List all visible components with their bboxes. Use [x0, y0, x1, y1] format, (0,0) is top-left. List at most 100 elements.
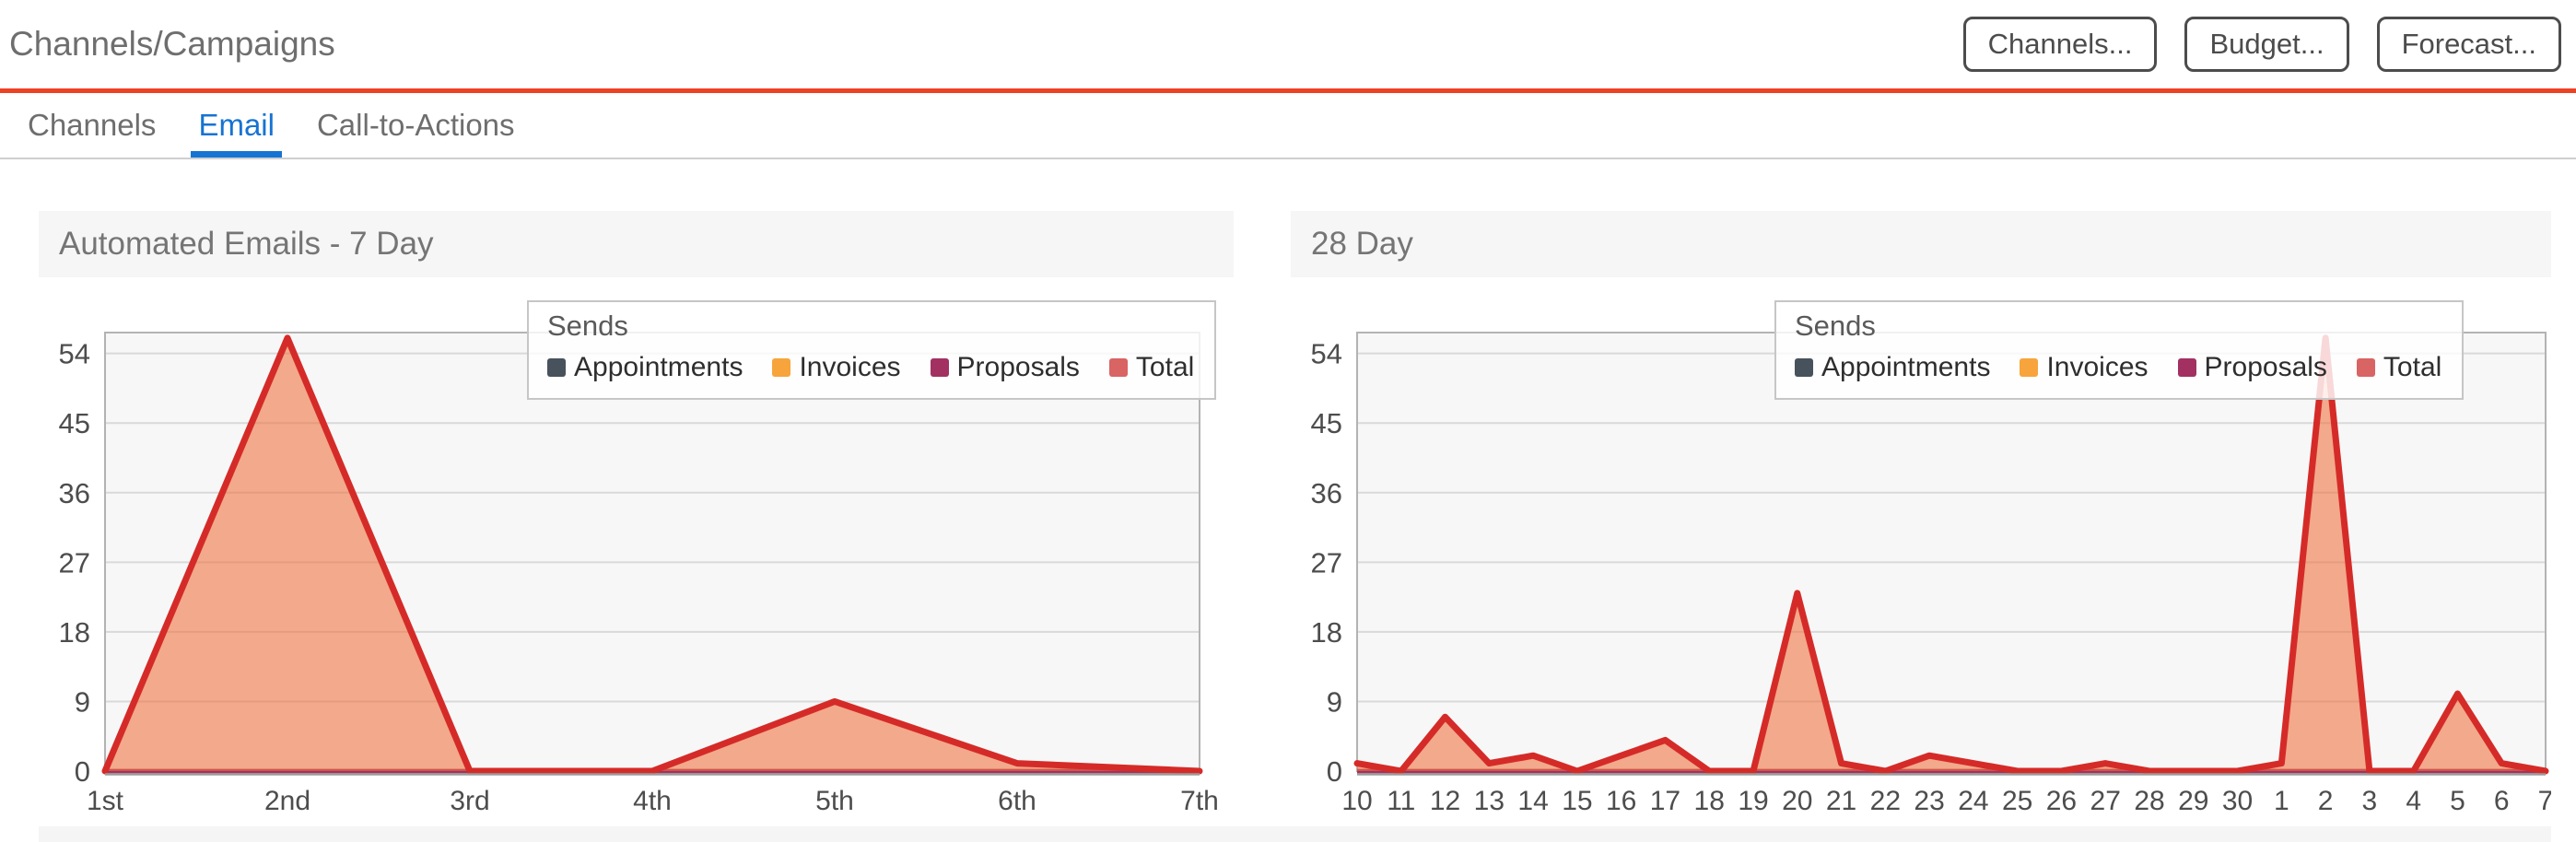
legend-item-total[interactable]: Total — [2356, 352, 2442, 383]
svg-text:5: 5 — [2450, 786, 2465, 816]
legend-label: Appointments — [1821, 352, 1991, 382]
next-section-bar — [39, 826, 2551, 842]
legend-swatch-invoices — [772, 358, 791, 377]
legend-label: Invoices — [799, 352, 901, 382]
tab-call-to-actions[interactable]: Call-to-Actions — [316, 108, 515, 142]
header-divider — [0, 88, 2576, 93]
svg-text:27: 27 — [2090, 786, 2121, 816]
svg-text:1: 1 — [2274, 786, 2289, 816]
legend-label: Total — [2383, 352, 2442, 382]
svg-text:54: 54 — [1311, 338, 1342, 370]
svg-text:19: 19 — [1738, 786, 1768, 816]
legend-7day: Sends Appointments Invoices Proposals Total — [527, 300, 1217, 400]
legend-item-proposals[interactable]: Proposals — [930, 352, 1080, 383]
area-chart-7day: 0 9 18 27 36 45 54 1st 2nd 3rd 4th 5th 6th 7th — [59, 332, 1219, 816]
legend-item-total[interactable]: Total — [1108, 352, 1195, 383]
svg-text:18: 18 — [1311, 616, 1342, 649]
legend-swatch-appointments — [547, 358, 566, 377]
svg-text:12: 12 — [1430, 786, 1460, 816]
legend-swatch-proposals — [930, 358, 949, 377]
legend-label: Proposals — [2204, 352, 2327, 382]
svg-text:3rd: 3rd — [450, 786, 489, 816]
legend-swatch-total — [1108, 358, 1128, 377]
legend-item-invoices[interactable]: Invoices — [2020, 352, 2149, 383]
svg-text:2nd: 2nd — [264, 786, 310, 816]
legend-swatch-proposals — [2177, 358, 2196, 377]
svg-text:27: 27 — [1311, 546, 1342, 579]
legend-items: Appointments Invoices Proposals Total — [1795, 352, 2441, 383]
tab-email[interactable]: Email — [191, 93, 282, 158]
legend-label: Appointments — [574, 352, 744, 382]
svg-text:6: 6 — [2494, 786, 2510, 816]
chart-area-7day: 0 9 18 27 36 45 54 1st 2nd 3rd 4th 5th 6th 7th Sends … — [39, 277, 1234, 839]
legend-items: Appointments Invoices Proposals Total — [547, 352, 1194, 383]
header-buttons: Channels... Budget... Forecast... — [1962, 16, 2561, 73]
chart-title-7day: Automated Emails - 7 Day — [39, 211, 1234, 277]
legend-item-invoices[interactable]: Invoices — [772, 352, 901, 383]
svg-text:2: 2 — [2318, 786, 2334, 816]
svg-text:3: 3 — [2362, 786, 2378, 816]
svg-text:13: 13 — [1474, 786, 1505, 816]
legend-label: Proposals — [956, 352, 1080, 382]
legend-swatch-appointments — [1795, 358, 1813, 377]
svg-text:23: 23 — [1914, 786, 1944, 816]
svg-text:10: 10 — [1341, 786, 1372, 816]
svg-text:16: 16 — [1606, 786, 1636, 816]
svg-text:5th: 5th — [815, 786, 854, 816]
chart-panel-7day: Automated Emails - 7 Day 0 9 18 27 36 45 54 1st… — [39, 211, 1234, 839]
svg-text:18: 18 — [1694, 786, 1725, 816]
legend-item-appointments[interactable]: Appointments — [547, 352, 743, 383]
chart-area-28day: 0 9 18 27 36 45 54 10 11 12 13 14 15 16 17 18 19 20 21 22 23… — [1291, 277, 2551, 839]
budget-button[interactable]: Budget... — [2184, 16, 2349, 73]
svg-text:25: 25 — [2002, 786, 2032, 816]
svg-text:7: 7 — [2538, 786, 2551, 816]
svg-text:45: 45 — [1311, 407, 1342, 439]
legend-swatch-invoices — [2020, 358, 2039, 377]
svg-text:4: 4 — [2406, 786, 2421, 816]
svg-text:29: 29 — [2178, 786, 2208, 816]
chart-title-28day: 28 Day — [1291, 211, 2551, 277]
svg-text:26: 26 — [2046, 786, 2077, 816]
legend-item-appointments[interactable]: Appointments — [1795, 352, 1990, 383]
svg-text:17: 17 — [1650, 786, 1680, 816]
svg-text:18: 18 — [59, 616, 90, 649]
svg-text:54: 54 — [59, 338, 90, 370]
svg-text:45: 45 — [59, 407, 90, 439]
legend-28day: Sends Appointments Invoices Proposals Total — [1774, 300, 2465, 400]
svg-text:14: 14 — [1517, 786, 1548, 816]
svg-text:22: 22 — [1870, 786, 1901, 816]
page-header: Channels/Campaigns Channels... Budget...… — [0, 0, 2576, 88]
svg-text:4th: 4th — [633, 786, 672, 816]
svg-text:36: 36 — [1311, 477, 1342, 509]
svg-text:21: 21 — [1826, 786, 1856, 816]
charts-section: Automated Emails - 7 Day 0 9 18 27 36 45 54 1st… — [0, 159, 2576, 839]
svg-text:1st: 1st — [87, 786, 124, 816]
tab-bar: Channels Email Call-to-Actions — [0, 93, 2576, 159]
chart-panel-28day: 28 Day 0 9 18 27 36 45 54 10 11 12 13 14 15 16 17 18 19 2… — [1291, 211, 2551, 839]
svg-text:9: 9 — [75, 685, 90, 718]
svg-text:15: 15 — [1562, 786, 1592, 816]
forecast-button[interactable]: Forecast... — [2376, 16, 2561, 73]
svg-text:11: 11 — [1387, 786, 1415, 816]
svg-text:20: 20 — [1782, 786, 1812, 816]
svg-text:7th: 7th — [1180, 786, 1219, 816]
legend-item-proposals[interactable]: Proposals — [2177, 352, 2327, 383]
legend-swatch-total — [2356, 358, 2375, 377]
channels-button[interactable]: Channels... — [1962, 16, 2158, 73]
tab-channels[interactable]: Channels — [28, 108, 157, 142]
svg-text:27: 27 — [59, 546, 90, 579]
legend-title: Sends — [547, 310, 628, 342]
legend-title: Sends — [1795, 310, 1876, 342]
svg-text:36: 36 — [59, 477, 90, 509]
svg-text:0: 0 — [1327, 755, 1342, 788]
svg-text:24: 24 — [1958, 786, 1988, 816]
svg-text:9: 9 — [1327, 685, 1342, 718]
svg-text:0: 0 — [75, 755, 90, 788]
svg-text:6th: 6th — [998, 786, 1036, 816]
page-title: Channels/Campaigns — [9, 25, 335, 63]
svg-text:28: 28 — [2134, 786, 2164, 816]
svg-text:30: 30 — [2222, 786, 2253, 816]
legend-label: Invoices — [2046, 352, 2149, 382]
legend-label: Total — [1135, 352, 1195, 382]
